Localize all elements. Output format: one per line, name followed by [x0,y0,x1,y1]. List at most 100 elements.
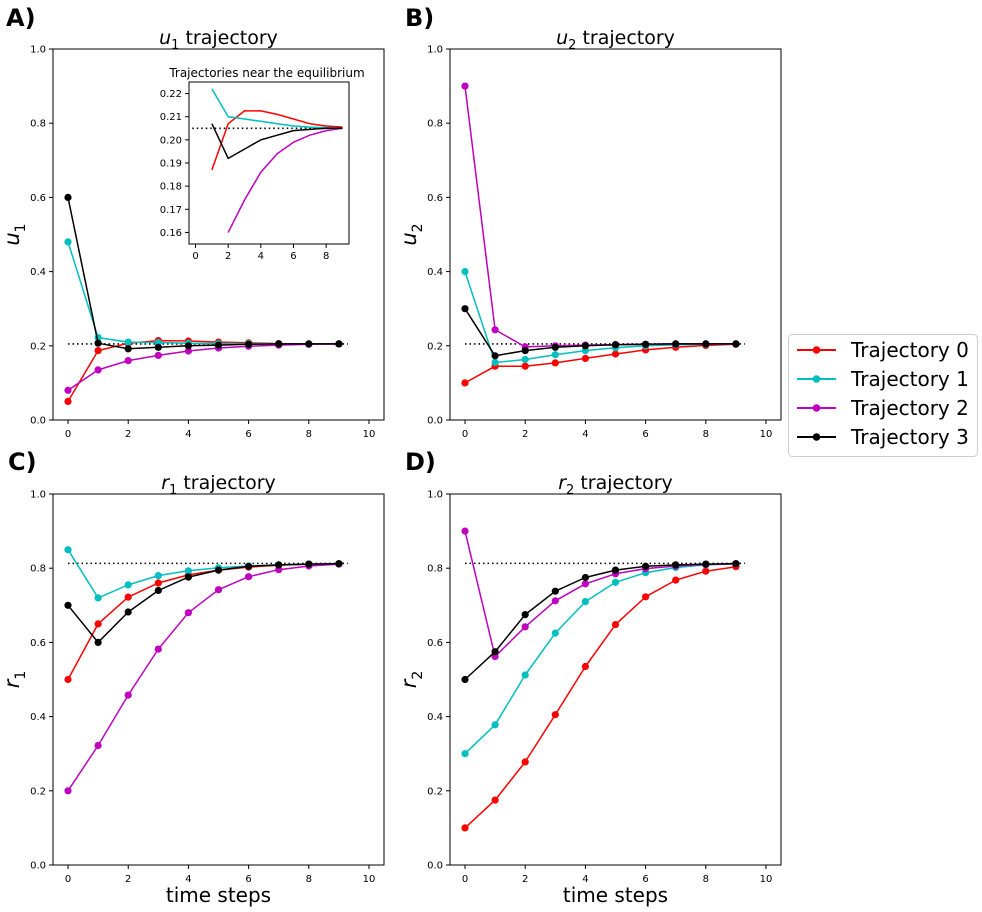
title-variable: r [558,472,567,494]
data-point [611,350,620,358]
series-line-trajectory-1 [464,271,736,364]
data-point [124,608,132,616]
series-line-trajectory-2 [464,86,736,348]
data-point [64,238,72,246]
data-point [245,573,253,581]
x-tick-label: 6 [245,874,251,885]
inset-y-tick-label: 0.17 [160,205,182,216]
data-point [611,578,620,586]
title-variable: r [161,472,170,494]
data-point [461,268,469,276]
chart-title: u1 trajectory [159,27,278,53]
series-line-trajectory-3 [67,197,339,350]
y-tick-label: 0.6 [30,193,46,204]
y-tick-label: 0.4 [427,267,443,278]
data-point [521,362,529,370]
series-line-trajectory-1 [67,241,339,345]
y-tick-label: 0.6 [427,193,443,204]
data-point [214,586,223,594]
data-point [642,593,650,601]
inset-x-tick-label: 6 [290,251,296,262]
y-tick-label: 0.8 [427,564,443,575]
data-point [335,340,343,348]
data-point [581,662,590,671]
x-axis-label: time steps [166,883,271,907]
legend-label: Trajectory 3 [850,425,969,449]
data-point [154,343,162,351]
data-point [94,638,102,647]
legend-item: Trajectory 0 [797,338,969,362]
series-line-trajectory-3 [211,123,343,160]
axes-frame [449,48,782,421]
panel-label: B) [405,4,434,32]
data-point [551,587,559,595]
x-tick-label: 0 [462,874,468,885]
chart-title: u2 trajectory [556,27,675,53]
data-point [551,343,559,351]
title-subscript: 2 [568,38,576,53]
series-line-trajectory-0 [67,562,339,680]
inset-panel: Trajectories near the equilibrium 0 2 4 6 8 0.… [160,66,365,262]
data-point [461,750,469,758]
series-line-trajectory-1 [211,88,343,130]
data-point [124,581,132,589]
data-point [245,340,253,348]
x-tick-label: 2 [125,429,131,440]
x-tick-label: 8 [703,874,709,885]
data-point [124,593,132,601]
data-point [491,358,499,367]
y-tick-label: 0.4 [30,712,46,723]
data-point [521,347,529,355]
ylabel-variable: u [397,232,421,245]
x-tick-label: 6 [642,429,648,440]
data-point [305,340,313,348]
data-point [611,566,620,574]
data-point [275,561,283,569]
data-point [521,623,529,631]
ylabel-variable: r [0,678,24,688]
data-point [154,645,162,653]
data-point [64,193,72,201]
title-variable: u [556,27,568,49]
x-tick-label: 2 [522,429,528,440]
data-point [611,621,620,629]
x-axis-label: time steps [563,883,668,907]
legend-marker [812,433,821,441]
data-point [305,560,313,568]
ylabel-subscript: 1 [13,671,29,680]
y-axis-label: u2 [397,223,426,245]
y-tick-label: 0.6 [427,638,443,649]
data-point [702,560,710,568]
data-point [184,342,192,350]
x-tick-label: 6 [642,874,648,885]
ylabel-subscript: 2 [410,671,426,680]
legend-marker [812,404,821,412]
axes-frame [52,48,385,421]
data-point [124,357,132,365]
ylabel-subscript: 1 [13,223,29,232]
y-tick-label: 0.0 [427,416,443,427]
series-line-trajectory-2 [227,127,343,233]
y-tick-label: 1.0 [427,490,443,501]
data-point [184,609,192,617]
y-tick-label: 1.0 [30,45,46,56]
panel-label: D) [405,448,436,476]
title-subscript: 1 [169,483,177,498]
title-text: trajectory [576,27,675,49]
chart-title: r1 trajectory [161,472,276,498]
y-tick-label: 0.8 [30,564,46,575]
data-point [702,340,710,348]
x-tick-label: 4 [582,429,588,440]
inset-y-tick-label: 0.19 [160,159,182,170]
data-point [491,721,499,729]
series-line-trajectory-0 [464,565,737,829]
data-point [214,566,223,574]
inset-frame [188,81,350,245]
y-tick-label: 0.2 [30,786,46,797]
data-point [245,562,253,570]
data-point [732,560,740,568]
data-point [461,675,469,684]
y-axis-label: r2 [397,671,426,689]
